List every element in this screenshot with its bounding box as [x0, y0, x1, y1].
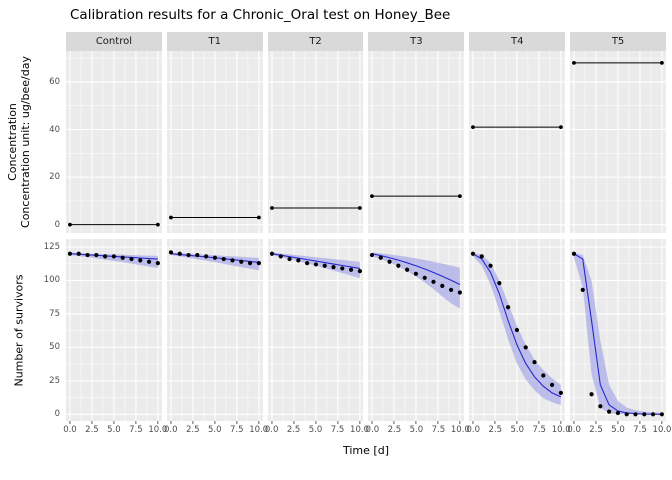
- x-tick-label: 10.0: [148, 425, 168, 435]
- x-tick-labels: 0.0 2.5 5.0 7.5 10.0: [567, 424, 671, 437]
- x-tick-label: 7.5: [330, 425, 345, 435]
- y-tick-label: 100: [43, 275, 60, 286]
- x-tick-label: 7.5: [532, 425, 546, 435]
- x-tick-label: 2.5: [387, 425, 402, 435]
- x-tick-label: 0.0: [63, 425, 77, 435]
- x-tick-label: 0.0: [567, 425, 581, 435]
- x-tick-labels: 0.0 2.5 5.0 7.5 10.0: [164, 424, 268, 437]
- x-tick-label: 5.0: [510, 425, 524, 435]
- concentration-panel: [267, 51, 364, 233]
- y-tick-labels-concentration: 0 20 40 60: [38, 51, 62, 233]
- survivors-panel: [166, 239, 263, 421]
- x-tick-label: 10.0: [652, 425, 672, 435]
- x-tick-label: 5.0: [107, 425, 121, 435]
- facet-column-t5: T5 0.0 2.5 5.0 7.5 10.0: [567, 32, 671, 437]
- concentration-panel: [368, 51, 465, 233]
- x-axis-ticks: [573, 421, 663, 424]
- x-tick-label: 2.5: [185, 425, 200, 435]
- x-axis-ticks: [170, 421, 260, 424]
- x-tick-label: 0.0: [264, 425, 279, 435]
- facet-strip: T3: [368, 32, 465, 51]
- y-tick-label: 20: [49, 172, 60, 183]
- x-axis-title: Time [d]: [343, 444, 389, 457]
- y-axis-title-concentration: Concentration Concentration unit: ug/bee…: [0, 51, 38, 233]
- survivors-panel: [368, 239, 465, 421]
- x-tick-label: 2.5: [286, 425, 301, 435]
- x-tick-labels: 0.0 2.5 5.0 7.5 10.0: [63, 424, 167, 437]
- facet-column-t3: T3 0.0 2.5 5.0 7.5 10.0: [365, 32, 470, 437]
- facet-column-t4: T4 0.0 2.5 5.0 7.5 10.0: [466, 32, 571, 437]
- y-tick-label: 60: [49, 76, 60, 87]
- y-tick-label: 40: [49, 124, 60, 135]
- x-tick-label: 10.0: [551, 425, 571, 435]
- survivors-panel: [267, 239, 364, 421]
- x-tick-labels: 0.0 2.5 5.0 7.5 10.0: [466, 424, 571, 437]
- x-tick-label: 0.0: [466, 425, 481, 435]
- x-tick-label: 7.5: [229, 425, 244, 435]
- x-tick-label: 7.5: [633, 425, 647, 435]
- x-tick-label: 2.5: [589, 425, 603, 435]
- concentration-panel: [570, 51, 666, 233]
- survivors-panel: [570, 239, 666, 421]
- x-tick-label: 7.5: [431, 425, 446, 435]
- facet-column-control: Control 0.0 2.5 5.0 7.5 10.0: [63, 32, 167, 437]
- x-tick-label: 5.0: [409, 425, 424, 435]
- concentration-panel: [166, 51, 263, 233]
- y-axis-title-concentration-line1: Concentration: [6, 103, 20, 181]
- facet-strip: T5: [570, 32, 666, 51]
- x-tick-label: 10.0: [350, 425, 369, 435]
- x-tick-label: 5.0: [611, 425, 625, 435]
- chart-title: Calibration results for a Chronic_Oral t…: [70, 7, 451, 23]
- facet-strip: T4: [469, 32, 566, 51]
- x-tick-label: 10.0: [249, 425, 269, 435]
- x-tick-labels: 0.0 2.5 5.0 7.5 10.0: [264, 424, 369, 437]
- survivors-panel: [66, 239, 162, 421]
- y-axis-title-survivors: Number of survivors: [0, 239, 38, 421]
- facet-panels: Control 0.0 2.5 5.0 7.5 10.0 T1 0.0 2.5 5.0 7.5 10.…: [63, 32, 671, 437]
- x-tick-label: 5.0: [207, 425, 222, 435]
- x-tick-label: 10.0: [450, 425, 470, 435]
- y-tick-label: 0: [54, 219, 60, 230]
- concentration-panel: [469, 51, 566, 233]
- x-axis-ticks: [271, 421, 360, 424]
- y-tick-label: 0: [54, 409, 60, 420]
- concentration-panel: [66, 51, 162, 233]
- facet-strip: T1: [166, 32, 263, 51]
- y-axis-title-concentration-line2: Concentration unit: ug/bee/day: [19, 56, 33, 228]
- y-tick-label: 75: [49, 308, 60, 319]
- x-tick-label: 2.5: [85, 425, 99, 435]
- survivors-panel: [469, 239, 566, 421]
- y-tick-label: 25: [49, 375, 60, 386]
- facet-column-t1: T1 0.0 2.5 5.0 7.5 10.0: [164, 32, 268, 437]
- y-tick-labels-survivors: 0 25 50 75 100 125: [38, 239, 62, 421]
- x-tick-labels: 0.0 2.5 5.0 7.5 10.0: [365, 424, 470, 437]
- y-tick-label: 50: [49, 342, 60, 353]
- x-axis-ticks: [372, 421, 461, 424]
- x-tick-label: 7.5: [129, 425, 143, 435]
- x-axis-ticks: [472, 421, 562, 424]
- x-axis-ticks: [69, 421, 159, 424]
- x-tick-label: 2.5: [488, 425, 502, 435]
- x-tick-label: 0.0: [365, 425, 380, 435]
- x-tick-label: 0.0: [164, 425, 178, 435]
- x-tick-label: 5.0: [308, 425, 323, 435]
- y-tick-label: 125: [43, 242, 60, 253]
- facet-strip: T2: [267, 32, 364, 51]
- y-axis-title-survivors-text: Number of survivors: [12, 273, 26, 387]
- facet-strip: Control: [66, 32, 162, 51]
- facet-column-t2: T2 0.0 2.5 5.0 7.5 10.0: [264, 32, 369, 437]
